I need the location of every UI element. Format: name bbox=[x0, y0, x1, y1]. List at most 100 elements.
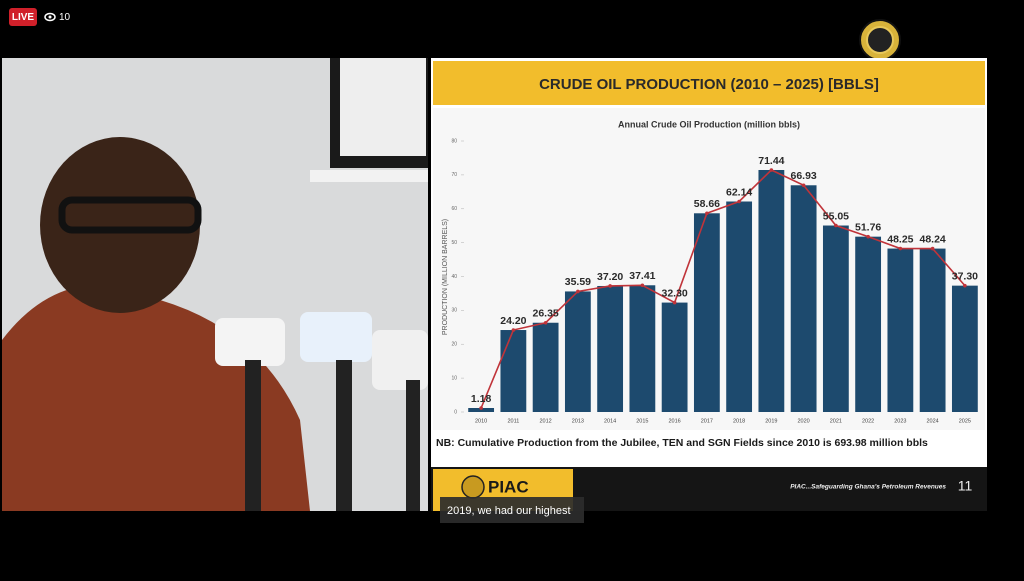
x-tick-label: 2016 bbox=[669, 418, 681, 424]
trend-point bbox=[705, 211, 709, 216]
trend-point bbox=[737, 199, 741, 204]
live-badge bbox=[9, 8, 37, 26]
trend-point bbox=[769, 168, 774, 172]
value-label: 37.20 bbox=[597, 271, 623, 283]
bar bbox=[822, 225, 849, 412]
bar bbox=[758, 169, 785, 412]
x-tick-label: 2019 bbox=[765, 418, 777, 424]
y-tick-label: 60 bbox=[451, 206, 457, 212]
trend-point bbox=[576, 289, 580, 294]
piac-emblem bbox=[461, 475, 485, 499]
x-tick-label: 2010 bbox=[475, 418, 487, 424]
x-tick-label: 2024 bbox=[927, 418, 939, 424]
microphone bbox=[215, 318, 285, 366]
viewer-count: 10 bbox=[59, 12, 71, 23]
value-label: 71.44 bbox=[758, 155, 784, 167]
caption-text: 2019, we had our highest bbox=[447, 505, 571, 517]
trend-point bbox=[608, 284, 612, 288]
trend-point bbox=[898, 246, 903, 251]
value-label: 37.41 bbox=[629, 270, 655, 282]
y-tick-label: 30 bbox=[451, 308, 457, 314]
trend-point bbox=[511, 328, 516, 332]
page-number: 11 bbox=[958, 478, 973, 494]
mic-stand bbox=[406, 380, 420, 511]
y-tick-label: 40 bbox=[451, 274, 457, 280]
bar bbox=[887, 248, 914, 412]
y-tick-label: 70 bbox=[451, 172, 457, 178]
x-tick-label: 2011 bbox=[507, 418, 519, 424]
bar bbox=[500, 330, 527, 412]
slide-header bbox=[433, 61, 985, 105]
value-label: 66.93 bbox=[790, 170, 816, 182]
bar bbox=[790, 185, 817, 412]
bar bbox=[629, 285, 656, 412]
value-label: 24.20 bbox=[500, 315, 526, 327]
chart-title: Annual Crude Oil Production (million bbl… bbox=[618, 119, 800, 129]
y-tick-label: 20 bbox=[451, 342, 457, 348]
x-tick-label: 2018 bbox=[733, 418, 745, 424]
bar bbox=[468, 408, 495, 412]
value-label: 37.30 bbox=[952, 270, 978, 282]
microphone bbox=[300, 312, 372, 362]
slide-title: CRUDE OIL PRODUCTION (2010 – 2025) [BBLS… bbox=[539, 76, 879, 93]
trend-point bbox=[801, 183, 806, 188]
viewer-icon bbox=[44, 12, 56, 22]
y-tick-label: 0 bbox=[454, 409, 457, 415]
trend-point bbox=[834, 223, 838, 228]
value-label: 32.30 bbox=[661, 287, 687, 299]
value-label: 58.66 bbox=[694, 198, 720, 210]
bar bbox=[726, 201, 753, 412]
bar bbox=[855, 236, 882, 412]
microphone bbox=[372, 330, 428, 390]
bar bbox=[532, 322, 559, 412]
x-tick-label: 2015 bbox=[636, 418, 648, 424]
value-label: 48.25 bbox=[887, 233, 913, 245]
x-tick-label: 2013 bbox=[572, 418, 584, 424]
video-feed bbox=[2, 58, 428, 511]
mic-stand bbox=[336, 360, 352, 511]
bar bbox=[597, 285, 624, 412]
slide-tagline: PIAC...Safeguarding Ghana's Petroleum Re… bbox=[790, 484, 946, 491]
x-tick-label: 2017 bbox=[701, 418, 713, 424]
person-head bbox=[40, 137, 200, 313]
trend-point bbox=[543, 320, 548, 325]
bar bbox=[951, 285, 978, 412]
x-tick-label: 2012 bbox=[540, 418, 552, 424]
value-label: 51.76 bbox=[855, 221, 881, 233]
viewer-icon-pupil bbox=[48, 15, 52, 19]
mic-stand bbox=[245, 360, 261, 511]
value-label: 35.59 bbox=[565, 276, 591, 288]
bar bbox=[564, 291, 591, 412]
y-axis-label: PRODUCTION (MILLION BARRELS) bbox=[442, 219, 449, 335]
trend-point bbox=[640, 283, 645, 288]
trend-line bbox=[480, 169, 966, 409]
bar bbox=[919, 248, 946, 412]
chart: 0 10 20 30 40 50 60 70 80 2010 2011 2012 2013 2014 201… bbox=[451, 138, 978, 424]
bar bbox=[693, 213, 720, 412]
trend-point bbox=[479, 406, 483, 410]
live-label: LIVE bbox=[12, 12, 35, 23]
trend-point bbox=[866, 234, 870, 239]
value-label: 1.18 bbox=[471, 393, 492, 405]
trend-point bbox=[930, 246, 935, 251]
glasses bbox=[58, 196, 202, 234]
y-tick-label: 80 bbox=[451, 138, 457, 144]
frame-inner bbox=[340, 58, 426, 156]
shelf bbox=[310, 170, 428, 182]
y-tick-label: 10 bbox=[451, 375, 457, 381]
trend-point bbox=[963, 283, 967, 288]
piac-logo-text: PIAC bbox=[488, 477, 529, 496]
value-label: 55.05 bbox=[823, 210, 849, 222]
x-tick-label: 2014 bbox=[604, 418, 616, 424]
y-tick-label: 50 bbox=[451, 240, 457, 246]
trend-point bbox=[672, 300, 677, 305]
slide-note: NB: Cumulative Production from the Jubil… bbox=[436, 437, 928, 449]
crest-logo-inner bbox=[866, 26, 894, 54]
value-label: 26.35 bbox=[532, 308, 558, 320]
value-label: 48.24 bbox=[919, 233, 945, 245]
x-tick-label: 2023 bbox=[894, 418, 906, 424]
x-tick-label: 2020 bbox=[798, 418, 810, 424]
bar bbox=[661, 302, 688, 412]
